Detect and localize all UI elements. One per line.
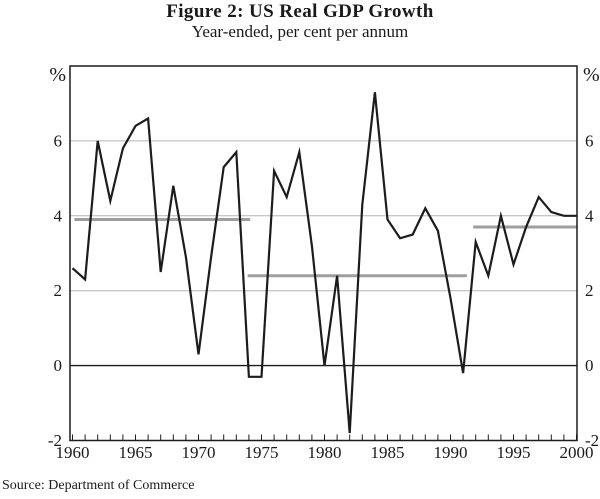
x-axis-label: 1985 <box>371 443 405 462</box>
x-axis-label: 2000 <box>560 443 594 462</box>
x-axis-label: 1995 <box>497 443 531 462</box>
y-axis-label-right: -2 <box>585 431 599 450</box>
figure-subtitle: Year-ended, per cent per annum <box>191 22 409 41</box>
plot-frame <box>69 65 578 442</box>
x-axis-label: 1960 <box>56 443 90 462</box>
y-axis-label-left: 6 <box>54 131 63 150</box>
figure-title: Figure 2: US Real GDP Growth <box>166 1 434 22</box>
y-axis-label-left: 4 <box>54 206 63 225</box>
percent-label-right: % <box>583 64 600 86</box>
y-axis-label-right: 0 <box>585 356 594 375</box>
x-axis-label: 1980 <box>308 443 342 462</box>
x-axis-label: 1975 <box>245 443 279 462</box>
x-axis-label: 1990 <box>434 443 468 462</box>
y-axis-label-left: 0 <box>54 356 63 375</box>
y-axis-label-left: -2 <box>48 431 62 450</box>
x-axis-label: 1965 <box>119 443 153 462</box>
y-axis-label-left: 2 <box>54 281 63 300</box>
y-axis-label-right: 2 <box>585 281 594 300</box>
y-axis-label-right: 6 <box>585 131 594 150</box>
x-axis-label: 1970 <box>182 443 216 462</box>
gdp-growth-line <box>71 92 577 434</box>
y-axis-label-right: 4 <box>585 206 594 225</box>
percent-label-left: % <box>49 64 66 86</box>
source-note: Source: Department of Commerce <box>2 478 195 493</box>
